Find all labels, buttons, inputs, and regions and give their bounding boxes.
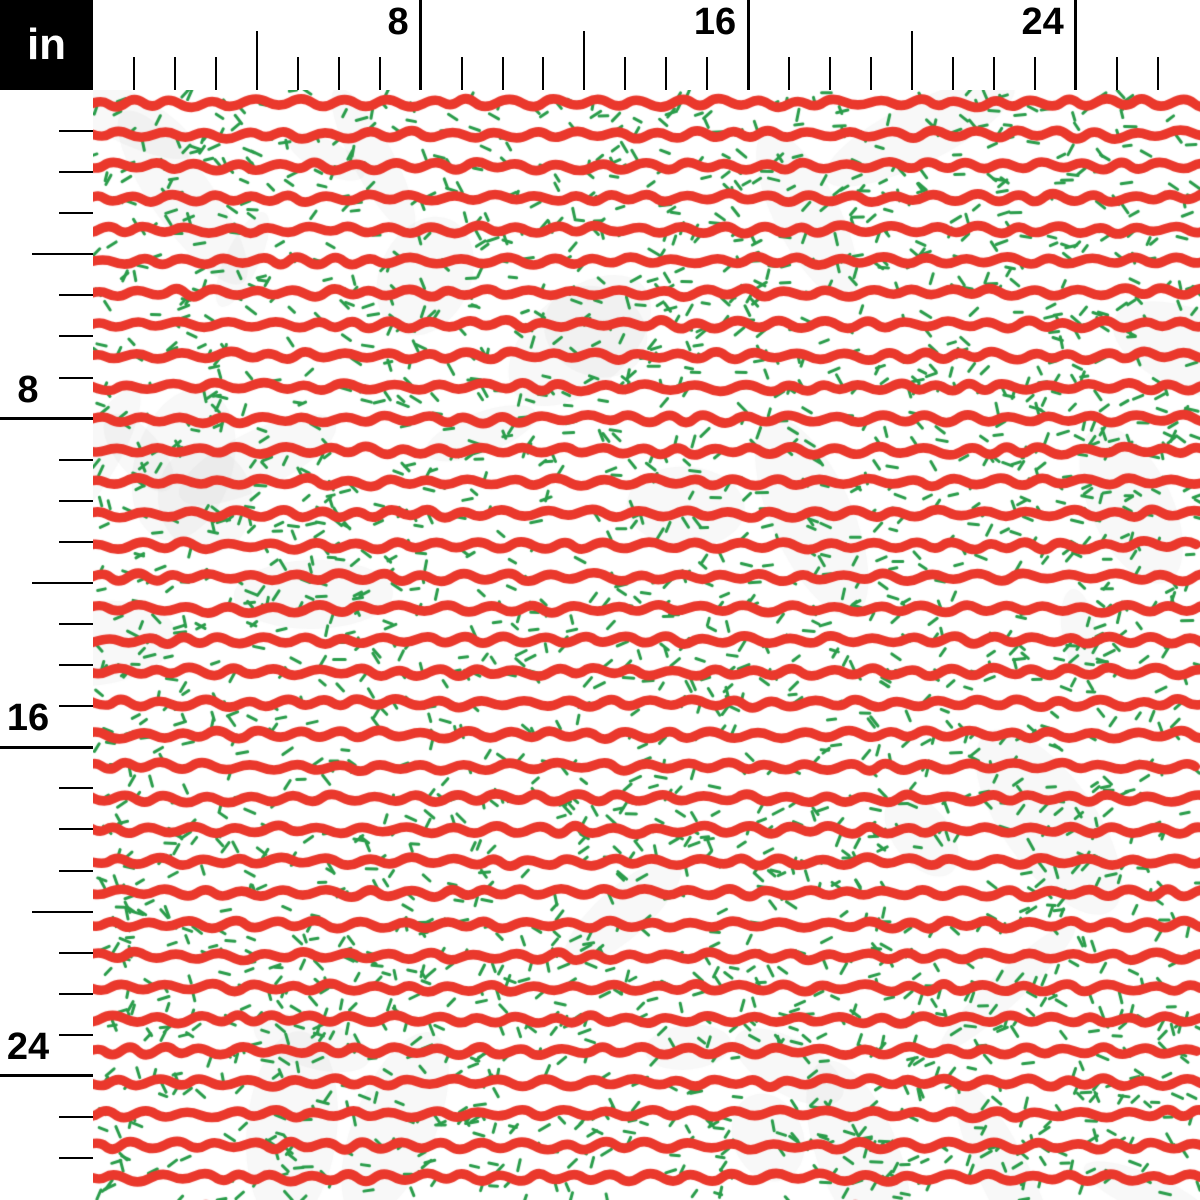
fabric-pattern-canvas [93,90,1200,1200]
ruler-tick-top [132,57,135,90]
unit-label: in [26,20,67,69]
ruler-tick-top [788,57,791,90]
ruler-tick-left [32,581,93,584]
ruler-number-top: 24 [1021,1,1064,43]
ruler-tick-left [59,171,93,174]
ruler-tick-left [59,623,93,626]
ruler-tick-left [59,335,93,338]
ruler-tick-left [0,1074,93,1078]
ruler-tick-top [1156,57,1159,90]
ruler-tick-top [1033,57,1036,90]
ruler-tick-top [296,57,299,90]
ruler-tick-top [378,57,381,90]
ruler-tick-top [665,57,668,90]
ruler-tick-top [173,57,176,90]
ruler-tick-top [829,57,832,90]
ruler-tick-top [992,57,995,90]
ruler-tick-left [0,417,93,421]
ruler-tick-left [59,1033,93,1036]
ruler-number-top: 8 [387,1,409,43]
ruler-tick-top [951,57,954,90]
ruler-tick-left [59,376,93,379]
ruler-tick-left [59,540,93,543]
ruler-tick-top [460,57,463,90]
ruler-tick-left [0,745,93,749]
ruler-number-left: 16 [6,697,50,740]
ruler-tick-top [870,57,873,90]
ruler-tick-top [746,0,750,90]
ruler-tick-left [59,664,93,667]
ruler-tick-left [59,828,93,831]
ruler-tick-left [59,951,93,954]
ruler-tick-top [255,31,258,90]
ruler-number-left: 8 [17,368,39,411]
ruler-tick-top [501,57,504,90]
ruler-tick-left [32,910,93,913]
ruler-tick-left [59,130,93,133]
ruler-tick-top [214,57,217,90]
ruler-tick-top [624,57,627,90]
ruler-tick-left [59,1116,93,1118]
unit-box: in [0,0,93,90]
ruler-number-left: 24 [6,1025,50,1068]
ruler-tick-top [911,31,913,90]
ruler-tick-top [1115,57,1118,90]
ruler-tick-top [1074,0,1078,90]
ruler-tick-left [59,1157,93,1160]
ruler-tick-left [59,212,93,215]
ruler-tick-left [59,294,93,297]
ruler-tick-left [59,705,93,708]
ruler-tick-top [337,57,340,90]
ruler-tick-left [59,499,93,502]
ruler-tick-top [706,57,709,90]
ruler-tick-left [32,253,93,256]
ruler-tick-left [59,787,93,790]
ruler-tick-top [542,57,545,90]
ruler-tick-left [59,458,93,461]
ruler-tick-top [583,31,586,90]
ruler-tick-left [59,869,93,872]
ruler-number-top: 16 [693,1,737,43]
ruler-tick-top [419,0,423,90]
ruler-tick-left [59,992,93,995]
